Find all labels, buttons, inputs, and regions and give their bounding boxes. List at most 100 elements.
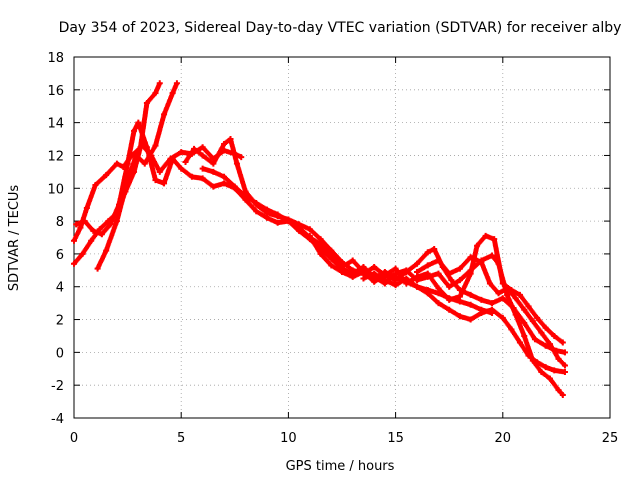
data-point <box>83 204 90 211</box>
data-point <box>306 232 313 239</box>
data-point <box>559 339 566 346</box>
data-point <box>98 231 105 238</box>
data-point <box>489 300 496 307</box>
y-tick-label: 12 <box>47 149 64 164</box>
y-tick-label: 16 <box>47 84 64 99</box>
data-point <box>253 200 260 207</box>
data-point <box>221 173 228 180</box>
data-point <box>489 306 496 313</box>
y-tick-label: 6 <box>56 248 64 263</box>
data-point <box>156 80 163 87</box>
data-point <box>360 268 367 275</box>
data-point <box>199 165 206 172</box>
series-trace <box>71 82 162 267</box>
data-point <box>499 295 506 302</box>
data-point <box>403 275 410 282</box>
data-point <box>169 155 176 162</box>
data-point <box>504 291 511 298</box>
data-point <box>90 227 97 234</box>
data-point <box>551 332 558 339</box>
data-point <box>504 285 511 292</box>
data-point <box>446 270 453 277</box>
data-point <box>339 268 345 275</box>
data-point <box>516 339 523 346</box>
x-axis-label: GPS time / hours <box>286 459 395 474</box>
data-point <box>133 152 140 159</box>
data-point <box>263 206 270 213</box>
data-point <box>152 90 159 97</box>
data-point <box>79 250 86 257</box>
data-point <box>456 293 463 300</box>
chart-title: Day 354 of 2023, Sidereal Day-to-day VTE… <box>59 20 622 36</box>
data-point <box>349 273 356 280</box>
data-point <box>124 160 131 167</box>
data-point <box>431 245 438 252</box>
data-point <box>296 221 303 228</box>
data-point <box>516 291 523 298</box>
data-point <box>274 211 281 218</box>
data-point <box>521 306 528 313</box>
data-point <box>521 332 528 339</box>
data-point <box>296 227 303 234</box>
data-point <box>495 290 502 297</box>
data-point <box>221 180 228 187</box>
data-point <box>199 144 206 151</box>
data-point <box>467 316 474 323</box>
data-point <box>446 306 453 313</box>
data-point <box>191 145 198 152</box>
data-point <box>555 355 562 362</box>
plot-frame <box>73 56 611 419</box>
data-point <box>499 280 506 287</box>
data-point <box>561 369 568 376</box>
data-point <box>227 136 234 143</box>
data-point <box>555 387 562 394</box>
series-track-1 <box>71 142 245 244</box>
data-point <box>531 336 538 343</box>
data-point <box>482 232 489 239</box>
data-point <box>424 249 431 256</box>
data-point <box>210 168 217 175</box>
series-track-6 <box>199 165 566 399</box>
data-point <box>542 342 549 349</box>
data-point <box>221 140 228 147</box>
data-point <box>534 359 541 366</box>
data-point <box>414 283 421 290</box>
y-tick-label: -4 <box>51 412 64 427</box>
data-point <box>489 252 496 259</box>
data-point <box>424 262 431 269</box>
y-axis-label: SDTVAR / TECUs <box>7 185 22 292</box>
data-point <box>238 154 245 161</box>
data-point <box>328 262 335 269</box>
data-point <box>414 260 421 267</box>
data-point <box>546 375 553 382</box>
data-point <box>349 257 356 264</box>
data-point <box>538 369 545 376</box>
data-point <box>141 160 148 167</box>
data-point <box>360 275 367 282</box>
y-tick-label: 2 <box>56 314 64 329</box>
data-point <box>306 226 313 233</box>
y-tick-label: 8 <box>56 215 64 230</box>
y-tick-label: -2 <box>51 379 64 394</box>
data-point <box>233 160 240 167</box>
data-point <box>103 247 110 254</box>
data-point <box>467 254 474 261</box>
data-point <box>424 270 431 277</box>
data-point <box>107 221 114 228</box>
x-tick-label: 0 <box>70 431 78 446</box>
data-point <box>152 177 159 184</box>
data-point <box>456 277 463 284</box>
grid-lines <box>74 57 610 418</box>
data-point <box>339 259 345 266</box>
data-point <box>161 111 168 118</box>
data-point <box>525 303 532 310</box>
data-point <box>561 349 568 356</box>
data-point <box>135 119 142 126</box>
x-tick-label: 5 <box>177 431 185 446</box>
data-point <box>81 218 88 225</box>
data-point <box>467 301 474 308</box>
data-point <box>371 264 378 271</box>
x-tick-label: 20 <box>495 431 512 446</box>
series-track-2 <box>71 80 163 267</box>
data-point <box>77 224 84 231</box>
